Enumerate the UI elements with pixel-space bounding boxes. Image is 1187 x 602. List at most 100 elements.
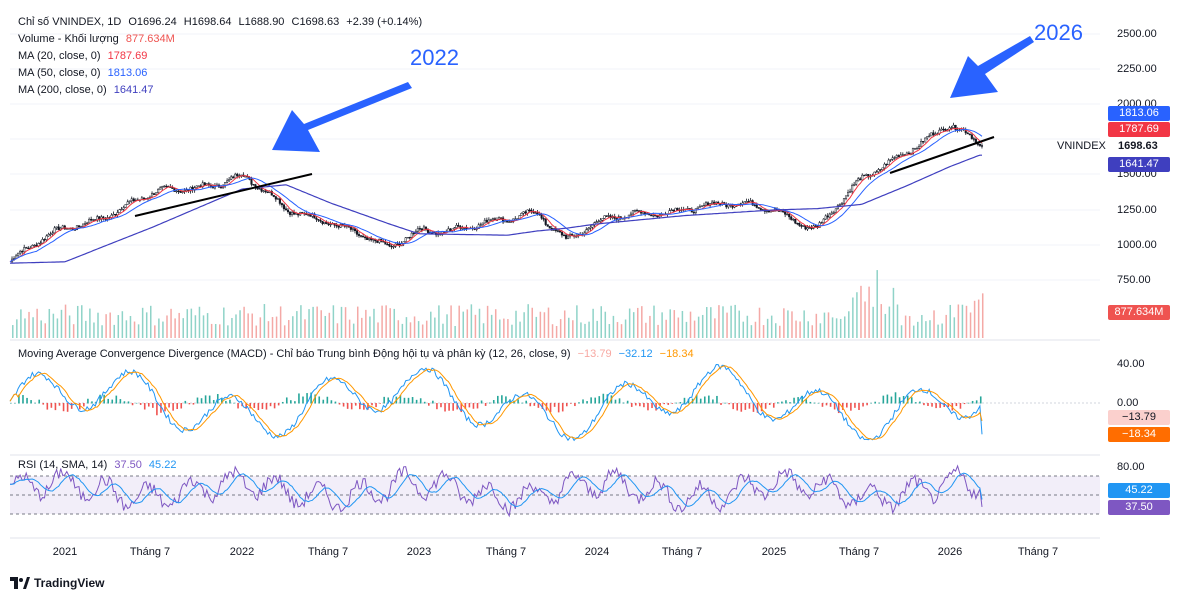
macd-histogram-bar bbox=[740, 403, 743, 412]
change-value: +2.39 (+0.14%) bbox=[346, 16, 423, 28]
ma50-label: MA (50, close, 0) bbox=[18, 67, 101, 79]
candle-body bbox=[654, 215, 657, 217]
volume-bar bbox=[389, 308, 391, 338]
trendline-2022 bbox=[134, 173, 313, 217]
volume-bar bbox=[206, 313, 209, 338]
ma200-legend[interactable]: MA (200, close, 0) 1641.47 bbox=[18, 82, 426, 99]
macd-axis-label: 40.00 bbox=[1117, 358, 1145, 370]
candle-body bbox=[315, 217, 318, 220]
candle-body bbox=[39, 242, 42, 245]
macd-histogram-bar bbox=[772, 403, 775, 408]
volume-legend[interactable]: Volume - Khối lượng 877.634M bbox=[18, 31, 426, 48]
macd-legend[interactable]: Moving Average Convergence Divergence (M… bbox=[18, 346, 698, 363]
ma50-legend[interactable]: MA (50, close, 0) 1813.06 bbox=[18, 65, 426, 82]
candle-body bbox=[485, 219, 488, 223]
volume-bar bbox=[434, 317, 436, 338]
ma20-value: 1787.69 bbox=[107, 50, 148, 62]
volume-bar bbox=[373, 308, 375, 338]
volume-bar bbox=[72, 324, 75, 338]
macd-histogram-bar bbox=[91, 401, 93, 404]
candle-body bbox=[885, 163, 888, 166]
macd-histogram-bar bbox=[34, 402, 36, 404]
macd-histogram-bar bbox=[821, 403, 824, 407]
candle-body bbox=[595, 221, 598, 223]
candle-body bbox=[642, 211, 645, 214]
candle-body bbox=[21, 251, 24, 253]
volume-bar bbox=[24, 318, 26, 338]
candle-body bbox=[92, 219, 95, 221]
candle-body bbox=[203, 182, 206, 186]
candle-body bbox=[325, 222, 328, 225]
volume-bar bbox=[454, 325, 456, 338]
candle-body bbox=[881, 167, 884, 170]
macd-histogram-bar bbox=[537, 403, 540, 408]
volume-bar bbox=[588, 321, 590, 338]
volume-bar bbox=[20, 309, 22, 338]
ma20-legend[interactable]: MA (20, close, 0) 1787.69 bbox=[18, 48, 426, 65]
macd-histogram-bar bbox=[598, 396, 601, 404]
volume-bar bbox=[348, 319, 351, 338]
time-axis-label: 2024 bbox=[584, 546, 610, 558]
rsi-legend-label: RSI (14, SMA, 14) bbox=[18, 459, 108, 471]
tradingview-logo[interactable]: TradingView bbox=[10, 576, 104, 590]
volume-bar bbox=[527, 304, 529, 338]
rsi-legend[interactable]: RSI (14, SMA, 14) 37.50 45.22 bbox=[18, 457, 180, 474]
volume-bar bbox=[93, 322, 95, 338]
macd-histogram-bar bbox=[858, 403, 860, 411]
candle-body bbox=[386, 244, 389, 246]
volume-bar bbox=[969, 312, 972, 338]
macd-histogram-bar bbox=[578, 402, 580, 404]
candle-body bbox=[786, 213, 789, 216]
candle-body bbox=[118, 209, 121, 213]
macd-histogram-bar bbox=[233, 402, 235, 404]
candle-body bbox=[676, 207, 679, 211]
macd-histogram-bar bbox=[971, 400, 974, 404]
macd-histogram-bar bbox=[367, 403, 369, 410]
candle-body bbox=[954, 124, 957, 131]
volume-bar bbox=[352, 323, 355, 338]
macd-histogram-bar bbox=[160, 403, 162, 413]
candle-body bbox=[546, 224, 549, 227]
candle-body bbox=[266, 191, 269, 193]
volume-bar bbox=[381, 305, 383, 338]
volume-bar bbox=[109, 312, 111, 338]
candle-body bbox=[51, 232, 54, 235]
macd-histogram-bar bbox=[387, 397, 390, 404]
macd-histogram-bar bbox=[517, 399, 519, 404]
macd-histogram-bar bbox=[744, 403, 747, 410]
candle-body bbox=[526, 209, 529, 214]
macd-histogram-bar bbox=[809, 401, 812, 404]
macd-histogram-bar bbox=[825, 403, 828, 406]
symbol-title[interactable]: Chỉ số VNINDEX, 1D bbox=[18, 16, 122, 28]
candle-body bbox=[798, 223, 801, 226]
candle-body bbox=[258, 188, 261, 190]
candle-body bbox=[844, 195, 848, 199]
volume-bar bbox=[584, 323, 586, 338]
candle-body bbox=[177, 190, 180, 193]
macd-histogram-bar bbox=[829, 403, 832, 407]
macd-histogram-bar bbox=[294, 401, 296, 404]
candle-body bbox=[875, 171, 878, 173]
macd-histogram-bar bbox=[440, 403, 442, 408]
volume-bar bbox=[823, 312, 826, 338]
macd-histogram-bar bbox=[683, 397, 686, 404]
price-axis-label: 2250.00 bbox=[1117, 63, 1157, 75]
volume-bar bbox=[535, 316, 538, 338]
macd-histogram-bar bbox=[423, 401, 426, 404]
candle-body bbox=[286, 209, 290, 213]
volume-bar bbox=[105, 314, 107, 338]
macd-histogram-bar bbox=[837, 403, 840, 414]
candle-body bbox=[652, 215, 655, 217]
volume-bar bbox=[908, 316, 911, 338]
volume-bar bbox=[401, 323, 404, 338]
volume-bar bbox=[503, 318, 505, 338]
time-axis-label: Tháng 7 bbox=[838, 546, 880, 558]
volume-bar bbox=[742, 321, 745, 338]
volume-bar bbox=[409, 322, 412, 338]
macd-histogram-bar bbox=[626, 400, 629, 404]
macd-histogram-bar bbox=[249, 403, 252, 409]
macd-histogram-bar bbox=[894, 392, 897, 404]
volume-bar bbox=[637, 307, 639, 338]
candle-body bbox=[607, 215, 610, 217]
